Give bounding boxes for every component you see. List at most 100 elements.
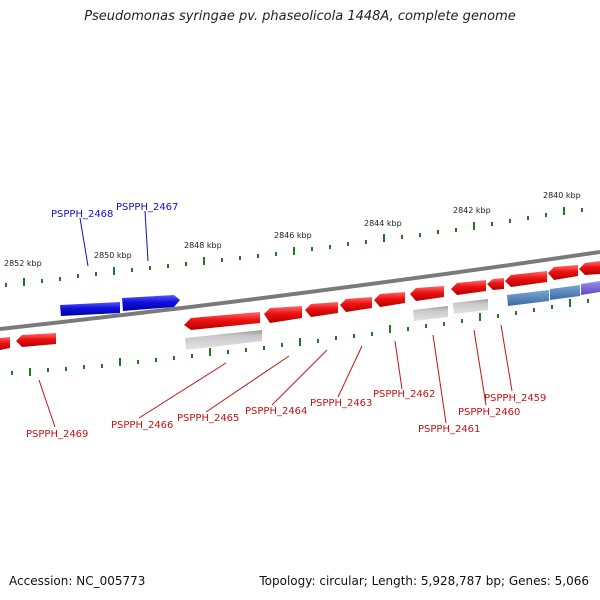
ruler-tick [407,327,409,331]
ruler-tick [131,268,133,272]
ruler-tick [311,247,313,251]
ruler-tick [317,339,319,343]
ruler-tick [245,348,247,352]
ruler-label-2850: 2850 kbp [94,251,132,260]
ruler-label-2852: 2852 kbp [4,259,42,268]
feature-steel-b[interactable] [550,285,580,300]
callout-line-PSPPH_2468 [79,217,89,267]
feature-gray-2461[interactable] [413,306,448,321]
feature-gray-2460[interactable] [453,299,488,314]
gene-arrow-PSPPH_2459[interactable] [505,271,547,287]
gene-arrow-PSPPH_2469b[interactable] [16,333,56,347]
gene-arrow-PSPPH_2462[interactable] [374,292,405,307]
gene-label-PSPPH_2460[interactable]: PSPPH_2460 [458,407,520,418]
genome-summary-text: Topology: circular; Length: 5,928,787 bp… [259,574,589,588]
ruler-tick [95,272,97,276]
gene-label-PSPPH_2465[interactable]: PSPPH_2465 [177,413,239,424]
ruler-tick [101,364,103,368]
gene-arrow-PSPPH_2457[interactable] [579,261,600,275]
gene-label-PSPPH_2466[interactable]: PSPPH_2466 [111,420,173,431]
ruler-tick [281,343,283,347]
gene-arrow-PSPPH_2469[interactable] [0,337,10,350]
gene-arrow-PSPPH_2466[interactable] [184,312,260,330]
ruler-tick [425,324,427,328]
ruler-tick [497,314,499,318]
ruler-tick [119,358,121,366]
ruler-tick [329,245,331,249]
gene-label-PSPPH_2459[interactable]: PSPPH_2459 [484,393,546,404]
ruler-tick [443,322,445,326]
ruler-tick [491,222,493,226]
ruler-tick [563,207,565,215]
gene-label-PSPPH_2461[interactable]: PSPPH_2461 [418,424,480,435]
gene-arrow-PSPPH_2468[interactable] [60,302,120,316]
ruler-tick [275,252,277,256]
callout-line-PSPPH_2463 [337,345,363,398]
ruler-tick [299,338,301,346]
inner-ruler-ticks [11,299,589,376]
ruler-tick [23,278,25,286]
ruler-label-2848: 2848 kbp [184,241,222,250]
callout-line-PSPPH_2467 [144,210,149,262]
gene-arrow-PSPPH_2460b[interactable] [487,278,504,290]
ruler-tick [239,256,241,260]
ruler-tick [11,371,13,375]
ruler-tick [191,354,193,358]
ruler-tick [383,234,385,242]
ruler-tick [263,346,265,350]
ruler-tick [65,367,67,371]
gene-label-PSPPH_2462[interactable]: PSPPH_2462 [373,389,435,400]
callout-line-PSPPH_2459 [500,324,513,392]
ruler-tick [29,368,31,376]
ruler-tick [569,299,571,307]
callout-line-PSPPH_2466 [138,362,227,419]
callout-line-PSPPH_2462 [394,340,403,390]
forward-genes [60,295,180,316]
ruler-tick [47,368,49,372]
ruler-tick [221,258,223,262]
ruler-tick [581,208,583,212]
gene-arrow-PSPPH_2458[interactable] [548,265,578,280]
ruler-tick [173,356,175,360]
ruler-label-2844: 2844 kbp [364,219,402,228]
ruler-tick [77,274,79,278]
accession-text: Accession: NC_005773 [9,574,146,588]
ruler-tick [479,313,481,321]
gene-label-PSPPH_2464[interactable]: PSPPH_2464 [245,406,307,417]
ruler-tick [113,267,115,275]
ruler-tick [473,222,475,230]
gene-arrow-PSPPH_2463[interactable] [340,297,372,312]
gene-label-PSPPH_2468[interactable]: PSPPH_2468 [51,209,113,220]
feature-gray-2466[interactable] [185,330,262,350]
ruler-tick [353,334,355,338]
ruler-tick [293,247,295,255]
gene-arrow-PSPPH_2465[interactable] [264,306,302,323]
ruler-label-2846: 2846 kbp [274,231,312,240]
gene-arrow-PSPPH_2464[interactable] [305,302,338,317]
gene-arrow-PSPPH_2461[interactable] [410,286,444,301]
ruler-tick [545,213,547,217]
gene-arrow-PSPPH_2460[interactable] [451,280,486,295]
callout-line-PSPPH_2465 [205,355,290,413]
gene-label-PSPPH_2463[interactable]: PSPPH_2463 [310,398,372,409]
gene-label-PSPPH_2467[interactable]: PSPPH_2467 [116,202,178,213]
ruler-tick [461,319,463,323]
ruler-label-2840: 2840 kbp [543,191,581,200]
ruler-tick [419,233,421,237]
ruler-tick [185,262,187,266]
feature-steel-a[interactable] [507,290,549,306]
callout-line-PSPPH_2460 [473,329,487,406]
gene-label-PSPPH_2469[interactable]: PSPPH_2469 [26,429,88,440]
ruler-tick [155,358,157,362]
callout-line-PSPPH_2464 [271,349,328,406]
ruler-tick [389,325,391,333]
ruler-tick [347,242,349,246]
map-title: Pseudomonas syringae pv. phaseolicola 14… [84,9,516,24]
other-features [185,281,600,350]
gene-arrow-PSPPH_2467[interactable] [122,295,180,311]
ruler-tick [41,279,43,283]
feature-purple[interactable] [581,281,600,295]
ruler-tick [551,305,553,309]
ruler-label-2842: 2842 kbp [453,206,491,215]
